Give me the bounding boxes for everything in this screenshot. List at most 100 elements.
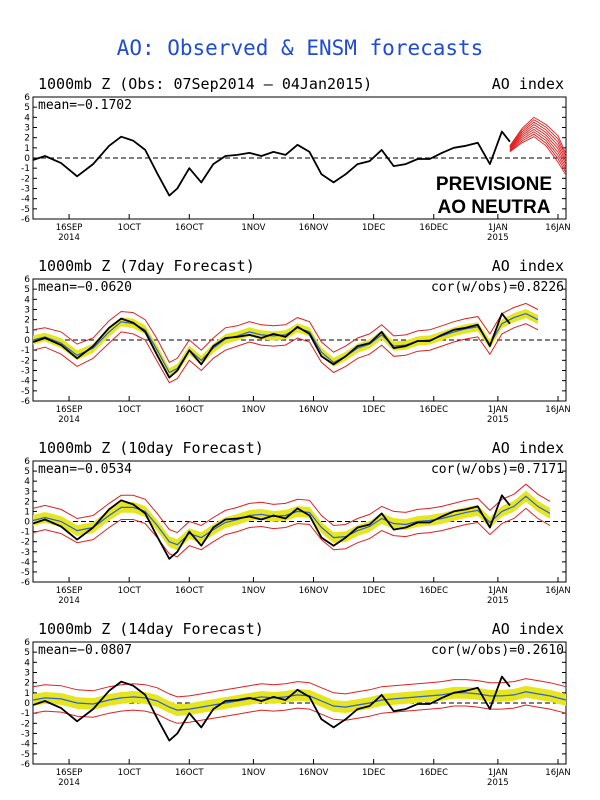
x-tick-label: 16OCT [175, 586, 204, 596]
y-tick-label: 5 [24, 467, 30, 477]
y-tick-label: -1 [21, 709, 30, 719]
y-tick-label: 3 [24, 669, 30, 679]
y-tick-label: -6 [21, 397, 30, 407]
x-tick-label: 16DEC [419, 768, 448, 778]
main-title: AO: Observed & ENSM forecasts [116, 36, 484, 60]
y-tick-label: -5 [21, 205, 30, 215]
y-tick-label: 2 [24, 134, 30, 144]
x-tick-label: 16JAN [545, 405, 570, 415]
y-tick-label: 5 [24, 285, 30, 295]
y-tick-label: 3 [24, 306, 30, 316]
y-tick-label: 5 [24, 648, 30, 658]
ensemble-member-line [509, 133, 567, 173]
observed-line [32, 130, 511, 197]
x-tick-label: 16SEP [56, 586, 83, 596]
x-tick-label: 1OCT [118, 768, 142, 778]
x-tick-label: 1OCT [118, 586, 142, 596]
x-tick-label: 1OCT [118, 405, 142, 415]
cor-label: cor(w/obs)=0.2610 [431, 643, 564, 658]
y-tick-label: -3 [21, 548, 30, 558]
y-tick-label: -4 [21, 195, 30, 205]
y-tick-label: -6 [21, 760, 30, 770]
ensemble-member-line [509, 116, 567, 155]
panel-title: 1000mb Z (7day Forecast) [38, 257, 255, 275]
y-tick-label: -1 [21, 164, 30, 174]
y-tick-label: -4 [21, 377, 30, 387]
x-tick-label: 16NOV [299, 223, 329, 233]
ensemble-member-line [509, 131, 567, 171]
y-tick-label: -5 [21, 387, 30, 397]
index-label: AO index [492, 620, 564, 638]
y-tick-label: -4 [21, 558, 30, 568]
annotation-line-2: AO NEUTRA [438, 197, 551, 218]
x-tick-label: 1DEC [362, 768, 385, 778]
chart-panel-4: 1000mb Z (14day Forecast) AO index mean=−0… [21, 620, 571, 788]
y-tick-label: 4 [24, 113, 30, 123]
x-tick-label: 1NOV [241, 586, 265, 596]
y-tick-label: -2 [21, 538, 30, 548]
x-tick-label: 16SEP [56, 223, 83, 233]
y-tick-label: -2 [21, 356, 30, 366]
x-tick-label: 16NOV [299, 586, 329, 596]
ensemble-member-line [509, 128, 567, 168]
y-tick-label: 0 [24, 336, 30, 346]
y-tick-label: 0 [24, 154, 30, 164]
y-tick-label: 1 [24, 689, 30, 699]
x-tick-label: 16DEC [419, 223, 448, 233]
y-tick-label: 6 [24, 638, 30, 648]
x-tick-label: 16NOV [299, 405, 329, 415]
x-tick-sublabel: 2014 [58, 596, 80, 606]
x-tick-label: 16JAN [545, 223, 570, 233]
x-tick-label: 16JAN [545, 586, 570, 596]
y-tick-label: -2 [21, 174, 30, 184]
y-tick-label: -3 [21, 730, 30, 740]
panel-title: 1000mb Z (Obs: 07Sep2014 – 04Jan2015) [38, 75, 372, 93]
min-envelope-line [32, 507, 551, 558]
ensemble-member-line [509, 126, 567, 165]
y-tick-label: -3 [21, 367, 30, 377]
x-tick-label: 1NOV [241, 768, 265, 778]
min-envelope-line [32, 323, 539, 384]
y-tick-label: 1 [24, 326, 30, 336]
ensemble-member-line [509, 136, 567, 176]
observed-line [32, 494, 511, 560]
chart-panel-3: 1000mb Z (10day Forecast) AO index mean=−0… [21, 439, 571, 606]
y-tick-label: -5 [21, 750, 30, 760]
x-tick-label: 1NOV [241, 405, 265, 415]
y-tick-label: 0 [24, 518, 30, 528]
annotation-line-1: PREVISIONE [436, 174, 552, 195]
y-tick-label: -6 [21, 215, 30, 225]
y-tick-label: -4 [21, 740, 30, 750]
y-tick-label: -1 [21, 346, 30, 356]
x-tick-sublabel: 2015 [487, 778, 509, 788]
y-tick-label: 0 [24, 699, 30, 709]
y-tick-label: 3 [24, 124, 30, 134]
y-tick-label: 3 [24, 487, 30, 497]
x-tick-sublabel: 2014 [58, 778, 80, 788]
y-tick-label: -2 [21, 719, 30, 729]
x-tick-label: 16SEP [56, 768, 83, 778]
y-tick-label: -1 [21, 528, 30, 538]
x-tick-label: 1JAN [488, 223, 508, 233]
x-tick-label: 1OCT [118, 223, 142, 233]
x-tick-label: 16OCT [175, 768, 204, 778]
x-tick-label: 1DEC [362, 223, 385, 233]
index-label: AO index [492, 439, 564, 457]
y-tick-label: 1 [24, 144, 30, 154]
y-tick-label: -5 [21, 568, 30, 578]
max-envelope-line [32, 483, 551, 534]
chart-panel-2: 1000mb Z (7day Forecast) AO index mean=−0.… [21, 257, 571, 425]
max-envelope-line [32, 302, 539, 364]
chart-panel-1: 1000mb Z (Obs: 07Sep2014 – 04Jan2015) AO … [21, 75, 571, 243]
ensemble-member-line [509, 124, 567, 163]
ensemble-mean-line [32, 495, 551, 546]
spread-band [33, 685, 566, 717]
x-tick-label: 1DEC [362, 405, 385, 415]
y-tick-label: 4 [24, 658, 30, 668]
y-tick-label: -6 [21, 578, 30, 588]
x-tick-label: 1NOV [241, 223, 265, 233]
min-envelope-line [32, 704, 567, 724]
observed-line [32, 675, 511, 742]
x-tick-label: 16SEP [56, 405, 83, 415]
